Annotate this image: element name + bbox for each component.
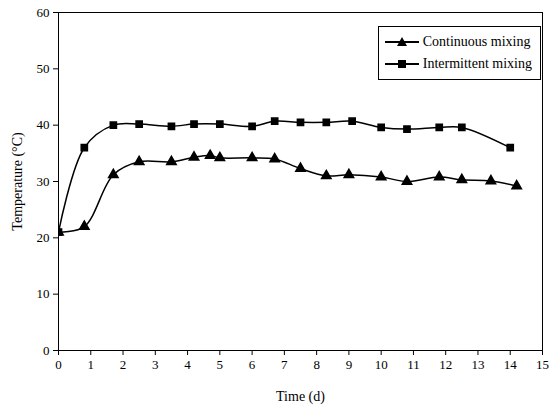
svg-text:11: 11 (407, 357, 420, 372)
svg-text:40: 40 (37, 117, 50, 132)
svg-text:Time (d): Time (d) (276, 389, 325, 405)
svg-text:1: 1 (88, 357, 95, 372)
svg-text:50: 50 (37, 61, 50, 76)
svg-text:9: 9 (346, 357, 353, 372)
svg-text:10: 10 (37, 286, 50, 301)
svg-text:5: 5 (217, 357, 224, 372)
svg-text:3: 3 (152, 357, 159, 372)
svg-text:2: 2 (120, 357, 127, 372)
svg-text:6: 6 (249, 357, 256, 372)
svg-text:8: 8 (313, 357, 320, 372)
svg-text:4: 4 (184, 357, 191, 372)
svg-text:20: 20 (37, 230, 50, 245)
svg-text:60: 60 (37, 5, 50, 20)
svg-text:14: 14 (504, 357, 518, 372)
svg-text:12: 12 (439, 357, 452, 372)
svg-text:13: 13 (471, 357, 484, 372)
svg-text:7: 7 (281, 357, 288, 372)
svg-text:0: 0 (43, 343, 50, 358)
svg-text:15: 15 (536, 357, 549, 372)
svg-text:0: 0 (55, 357, 62, 372)
svg-text:30: 30 (37, 174, 50, 189)
svg-text:Temperature (°C): Temperature (°C) (10, 132, 26, 231)
svg-text:10: 10 (375, 357, 388, 372)
html-text:Intermittent mixing: Intermittent mixing (422, 56, 532, 71)
html-text:Continuous mixing: Continuous mixing (422, 34, 531, 49)
